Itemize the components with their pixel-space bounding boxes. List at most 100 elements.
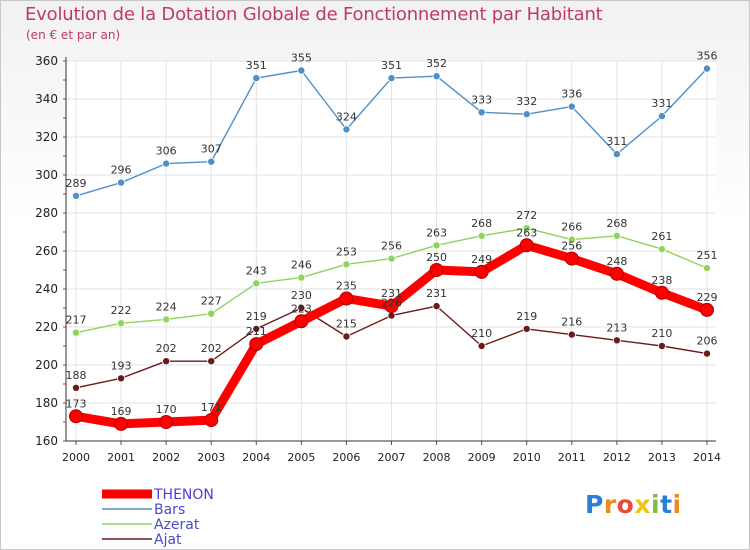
data-label-ajat: 230 <box>291 289 312 302</box>
data-label-bars: 355 <box>291 52 312 65</box>
data-label-bars: 331 <box>651 97 672 110</box>
y-tick-label: 300 <box>35 168 58 182</box>
data-label-azerat: 227 <box>201 295 222 308</box>
grid <box>66 60 716 442</box>
data-label-ajat: 226 <box>381 297 402 310</box>
data-label-ajat: 219 <box>246 310 267 323</box>
data-point-ajat <box>612 336 621 345</box>
data-label-ajat: 213 <box>606 321 627 334</box>
data-point-thenon <box>69 409 83 424</box>
series-lines <box>69 64 714 431</box>
data-label-bars: 351 <box>381 59 402 72</box>
data-point-azerat <box>297 273 306 282</box>
data-label-thenon: 238 <box>651 274 672 287</box>
x-tick-label: 2004 <box>242 451 270 464</box>
data-label-ajat: 193 <box>111 359 132 372</box>
data-label-azerat: 246 <box>291 259 312 272</box>
data-point-ajat <box>162 357 171 366</box>
y-tick-label: 180 <box>35 396 58 410</box>
x-tick-label: 2014 <box>693 451 721 464</box>
data-label-ajat: 216 <box>561 316 582 329</box>
data-point-azerat <box>567 235 576 244</box>
data-label-azerat: 251 <box>697 249 718 262</box>
data-point-thenon <box>654 285 669 300</box>
data-label-bars: 311 <box>606 135 627 148</box>
legend-label-thenon: THENON <box>153 487 214 503</box>
data-label-azerat: 263 <box>426 226 447 239</box>
data-label-ajat: 231 <box>426 287 447 300</box>
x-tick-label: 2012 <box>603 451 631 464</box>
data-label-azerat: 256 <box>381 240 402 253</box>
data-point-ajat <box>297 303 306 312</box>
logo-letter: P <box>585 490 604 519</box>
x-tick-label: 2000 <box>62 451 90 464</box>
data-point-azerat <box>252 279 261 288</box>
data-label-thenon: 235 <box>336 280 357 293</box>
data-point-azerat <box>162 315 171 324</box>
logo-letter: t <box>660 490 673 519</box>
y-tick-label: 160 <box>35 434 58 448</box>
data-label-thenon: 211 <box>246 325 267 338</box>
data-point-thenon <box>564 251 579 266</box>
data-point-thenon <box>204 413 219 428</box>
logo-letter: r <box>603 490 617 519</box>
data-point-azerat <box>117 319 126 328</box>
data-label-ajat: 215 <box>336 318 357 331</box>
data-label-thenon: 250 <box>426 251 447 264</box>
legend-label-bars: Bars <box>154 502 185 518</box>
data-label-thenon: 229 <box>697 291 718 304</box>
logo-letter: i <box>651 490 661 519</box>
data-point-thenon <box>609 266 624 281</box>
logo-letter: x <box>634 490 651 519</box>
data-point-azerat <box>387 254 396 263</box>
data-point-bars <box>72 191 81 200</box>
data-label-thenon: 169 <box>111 405 132 418</box>
data-label-ajat: 219 <box>516 310 537 323</box>
y-tick-label: 260 <box>35 244 58 258</box>
x-tick-label: 2005 <box>287 451 315 464</box>
data-point-bars <box>252 74 261 83</box>
data-label-bars: 333 <box>471 93 492 106</box>
y-tick-label: 340 <box>35 92 58 106</box>
data-label-thenon: 248 <box>606 255 627 268</box>
data-labels: 289 296 306 307 351 355 324 351 352 333 332 336 311 3… <box>66 50 718 418</box>
data-label-ajat: 188 <box>66 369 87 382</box>
data-label-bars: 324 <box>336 110 357 123</box>
data-point-thenon <box>429 263 444 277</box>
data-label-azerat: 222 <box>111 304 132 317</box>
data-point-ajat <box>72 383 81 392</box>
data-label-azerat: 272 <box>516 209 537 222</box>
y-tick-label: 220 <box>35 320 58 334</box>
data-label-bars: 332 <box>516 95 537 108</box>
data-point-ajat <box>252 324 261 333</box>
x-tick-label: 2008 <box>423 451 451 464</box>
y-tick-label: 360 <box>35 54 58 68</box>
data-label-thenon: 263 <box>516 226 537 239</box>
data-point-ajat <box>657 341 666 350</box>
legend-label-azerat: Azerat <box>154 517 200 533</box>
chart-title: Evolution de la Dotation Globale de Fonc… <box>25 4 603 25</box>
data-point-azerat <box>657 245 666 254</box>
data-label-azerat: 217 <box>66 314 87 327</box>
data-point-thenon <box>700 302 714 317</box>
y-tick-label: 200 <box>35 358 58 372</box>
data-label-azerat: 253 <box>336 245 357 258</box>
data-point-azerat <box>72 328 81 337</box>
data-point-azerat <box>207 309 216 318</box>
data-point-ajat <box>522 324 531 333</box>
x-tick-label: 2009 <box>468 451 496 464</box>
data-label-ajat: 210 <box>651 327 672 340</box>
data-label-bars: 296 <box>111 164 132 177</box>
data-label-thenon: 171 <box>201 401 222 414</box>
x-tick-label: 2006 <box>332 451 360 464</box>
data-label-ajat: 210 <box>471 327 492 340</box>
data-label-bars: 351 <box>246 59 267 72</box>
data-point-azerat <box>432 241 441 250</box>
data-label-thenon: 170 <box>156 403 177 416</box>
data-point-thenon <box>519 238 534 253</box>
data-label-thenon: 173 <box>66 397 87 410</box>
legend-label-ajat: Ajat <box>154 532 182 548</box>
data-point-ajat <box>477 341 486 350</box>
data-point-bars <box>657 112 666 121</box>
